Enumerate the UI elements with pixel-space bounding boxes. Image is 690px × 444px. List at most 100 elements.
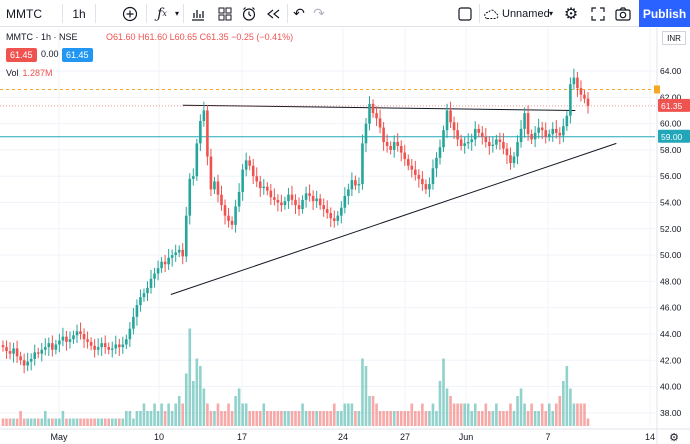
candle-body (192, 176, 195, 179)
volume-bar (389, 411, 392, 426)
candle-body (505, 148, 509, 156)
currency-label[interactable]: INR (662, 31, 686, 45)
compare-symbol-icon[interactable] (119, 0, 141, 27)
fullscreen-icon[interactable] (587, 0, 609, 27)
candle-body (357, 184, 361, 186)
fullscreen-frame-icon[interactable] (455, 0, 475, 27)
candle-body (332, 218, 336, 221)
candle-body (121, 344, 125, 348)
volume-bar (132, 418, 135, 426)
replay-icon[interactable] (262, 0, 284, 27)
settings-gear-icon[interactable]: ⚙ (563, 5, 579, 23)
volume-bar (15, 418, 19, 426)
candle-body (516, 142, 519, 157)
candle-body (579, 88, 583, 95)
candle-body (491, 144, 495, 146)
volume-bar (452, 403, 456, 426)
volume-bar (414, 411, 417, 426)
candle-body (153, 273, 156, 279)
candle-body (262, 186, 266, 189)
time-tick-label: 7 (545, 432, 550, 442)
bar-style-icon[interactable] (187, 0, 209, 27)
publish-button[interactable]: Publish (639, 0, 690, 27)
candle-body (135, 305, 139, 317)
candle-body (477, 128, 481, 133)
redo-icon[interactable]: ↷ (313, 5, 325, 21)
volume-bar (82, 418, 86, 426)
volume-bar (153, 403, 156, 426)
volume-bar (403, 411, 407, 426)
candle-body (428, 184, 431, 190)
candle-body (329, 213, 333, 219)
cloud-icon[interactable] (482, 0, 500, 27)
volume-bar (269, 411, 273, 426)
candle-body (554, 128, 558, 133)
volume-bar (58, 418, 61, 426)
volume-bar (396, 411, 399, 426)
volume-bar (502, 411, 505, 426)
legend-ohlc: O61.60 H61.60 L60.65 C61.35 −0.25 (−0.41… (106, 32, 294, 42)
volume-bar (209, 411, 213, 426)
symbol-search-button[interactable]: MMTC (6, 6, 42, 21)
volume-bar (459, 403, 463, 426)
volume-bar (114, 418, 118, 426)
volume-bar (565, 366, 569, 426)
volume-bar (361, 358, 364, 426)
candle-body (258, 181, 262, 189)
sell-price-badge[interactable]: 61.45 (6, 48, 37, 62)
volume-bar (202, 388, 206, 426)
templates-icon[interactable] (214, 0, 236, 27)
candle-body (1, 345, 5, 348)
volume-bar (364, 366, 368, 426)
candle-body (576, 77, 579, 89)
time-tick-label: 17 (237, 432, 247, 442)
volume-bar (537, 411, 540, 426)
interval-button[interactable]: 1h (72, 6, 86, 21)
candle-body (188, 178, 192, 216)
camera-icon[interactable] (612, 0, 634, 27)
volume-bar (280, 411, 283, 426)
price-tick-label: 60.00 (660, 119, 682, 129)
volume-bar (343, 403, 347, 426)
volume-bar (579, 403, 583, 426)
candle-body (368, 103, 371, 124)
chevron-down-icon[interactable]: ▾ (174, 9, 179, 18)
buy-price-badge[interactable]: 61.45 (62, 48, 93, 62)
volume-bar (223, 411, 227, 426)
volume-bar (484, 403, 488, 426)
candle-body (417, 174, 421, 179)
volume-bar (125, 411, 128, 426)
symbol-legend[interactable]: MMTC · 1h · NSE O61.60 H61.60 L60.65 C61… (6, 32, 293, 42)
alert-clock-icon[interactable] (238, 0, 260, 27)
volume-bar (477, 411, 481, 426)
price-tick-label: 62.00 (660, 92, 682, 102)
volume-bar (283, 411, 287, 426)
chart-settings-gear-icon[interactable]: ⚙ (669, 431, 679, 444)
undo-icon[interactable]: ↶ (293, 5, 305, 21)
candle-body (230, 220, 234, 225)
volume-bar (47, 418, 51, 426)
toolbar-divider (183, 4, 184, 23)
volume-bar (248, 411, 251, 426)
chevron-down-icon[interactable]: ▾ (548, 9, 553, 18)
candle-body (184, 215, 188, 257)
volume-bar (65, 418, 68, 426)
time-tick-label: 10 (154, 432, 164, 442)
volume-bar (43, 411, 47, 426)
volume-bar (86, 418, 89, 426)
volume-bar (75, 418, 79, 426)
volume-bar (558, 396, 562, 426)
candle-body (484, 136, 488, 143)
layout-name-button[interactable]: Unnamed (502, 7, 550, 20)
candle-body (406, 159, 410, 166)
candle-body (463, 143, 466, 146)
volume-bar (1, 418, 5, 426)
volume-legend[interactable]: Vol 1.287M (6, 68, 53, 78)
candle-body (19, 356, 22, 361)
volume-bar (12, 418, 15, 426)
volume-bar (551, 411, 555, 426)
candle-body (371, 103, 375, 114)
candle-body (213, 181, 216, 190)
